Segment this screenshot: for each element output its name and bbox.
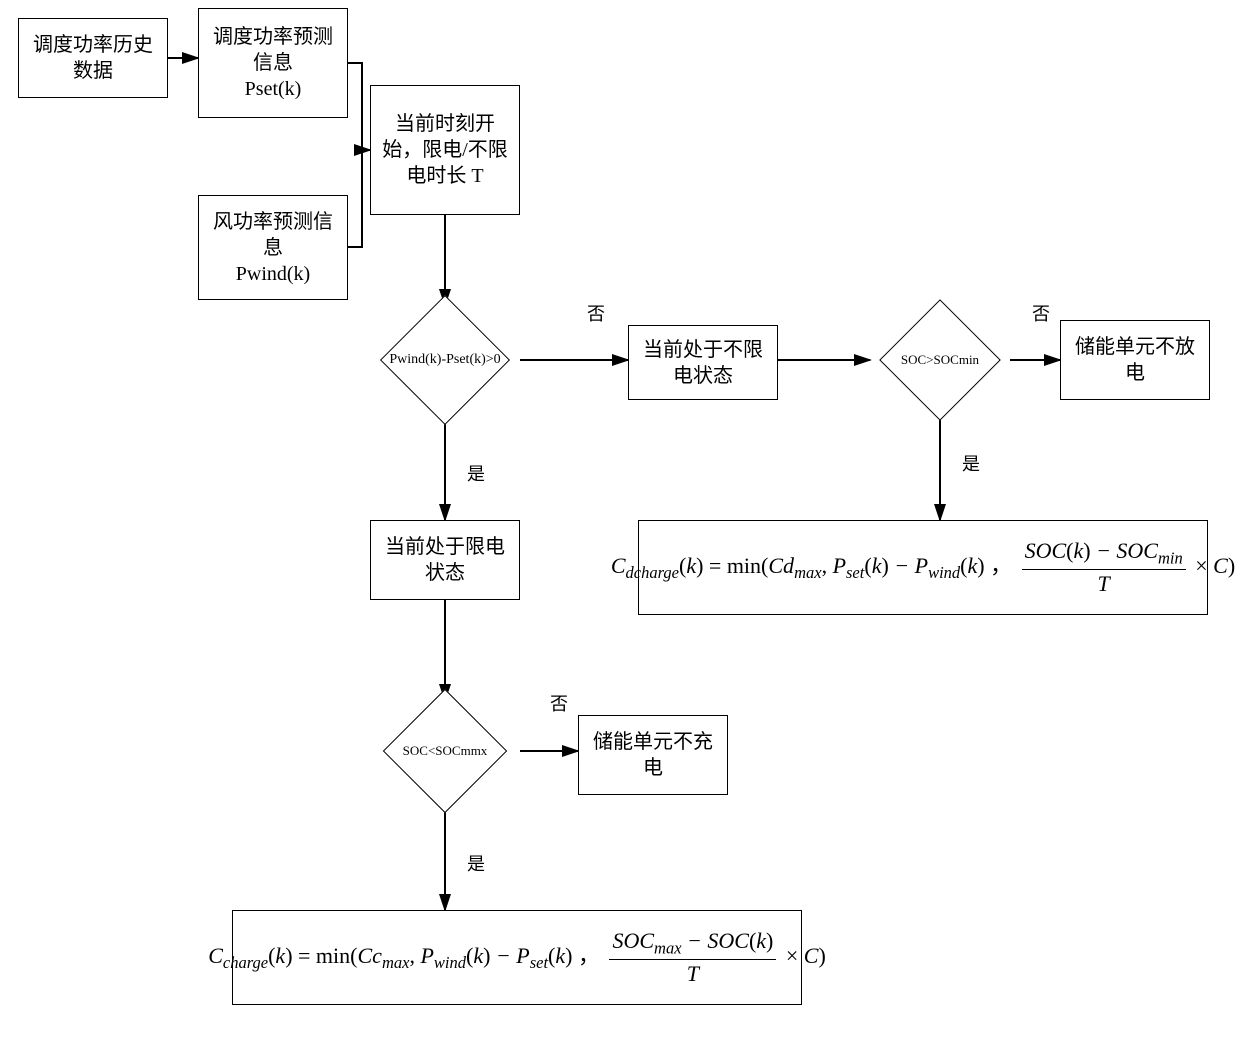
decision-label: SOC<SOCmmx [403,743,488,759]
formula-discharge: Cdcharge(k) = min(Cdmax, Pset(k) − Pwind… [638,520,1208,615]
node-duration-T: 当前时刻开始，限电/不限电时长 T [370,85,520,215]
edge-label-yes: 是 [465,850,487,876]
decision-label: SOC>SOCmin [901,352,979,368]
node-no-discharge: 储能单元不放电 [1060,320,1210,400]
node-wind-forecast: 风功率预测信息Pwind(k) [198,195,348,300]
edge-label-no: 否 [1030,300,1052,326]
decision-label: Pwind(k)-Pset(k)>0 [389,352,500,369]
edge-label-yes: 是 [960,450,982,476]
decision-soc-min: SOC>SOCmin [870,310,1010,410]
edge-label-no: 否 [585,300,607,326]
node-label: 调度功率预测信息Pset(k) [205,24,341,102]
formula-content: Cdcharge(k) = min(Cdmax, Pset(k) − Pwind… [611,537,1235,598]
edge-label-yes: 是 [465,460,487,486]
decision-pwind-pset: Pwind(k)-Pset(k)>0 [370,305,520,415]
decision-soc-max: SOC<SOCmmx [370,700,520,802]
node-label: 当前处于不限电状态 [635,337,771,389]
node-label: 当前时刻开始，限电/不限电时长 T [377,111,513,189]
node-no-charge: 储能单元不充电 [578,715,728,795]
node-label: 储能单元不充电 [585,729,721,781]
formula-content: Ccharge(k) = min(Ccmax, Pwind(k) − Pset(… [208,927,826,988]
node-label: 调度功率历史数据 [25,32,161,84]
node-dispatch-forecast: 调度功率预测信息Pset(k) [198,8,348,118]
node-no-limit-state: 当前处于不限电状态 [628,325,778,400]
edge-label-no: 否 [548,690,570,716]
node-limit-state: 当前处于限电状态 [370,520,520,600]
node-history-data: 调度功率历史数据 [18,18,168,98]
node-label: 当前处于限电状态 [377,534,513,586]
node-label: 风功率预测信息Pwind(k) [205,209,341,287]
formula-charge: Ccharge(k) = min(Ccmax, Pwind(k) − Pset(… [232,910,802,1005]
node-label: 储能单元不放电 [1067,334,1203,386]
